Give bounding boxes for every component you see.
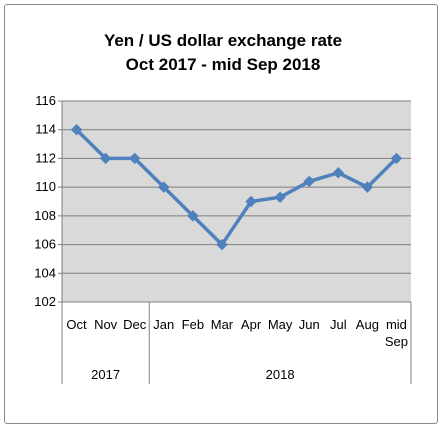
x-tick-label: Jun [299, 317, 320, 332]
data-point-marker [99, 152, 112, 165]
y-tick-label: 116 [35, 93, 56, 108]
x-tick-label: Feb [182, 317, 204, 332]
x-tick-label: Mar [211, 317, 234, 332]
series-line-group [70, 124, 403, 251]
chart-title: Yen / US dollar exchange rate [104, 31, 342, 50]
data-point-marker [274, 191, 286, 203]
data-point-marker [70, 124, 83, 136]
data-point-marker [158, 181, 170, 193]
data-point-marker [129, 152, 141, 165]
x-tick-label: Jan [153, 317, 174, 332]
x-tick-label: mid [386, 317, 407, 332]
data-point-marker [332, 167, 344, 179]
data-point-marker [390, 152, 403, 165]
year-group-label: 2017 [91, 367, 120, 382]
y-tick-label: 106 [34, 237, 56, 252]
data-point-marker [187, 210, 199, 222]
data-point-marker [303, 175, 315, 188]
y-tick-label: 110 [35, 179, 56, 194]
x-tick-label: Dec [123, 317, 147, 332]
x-tick-label: Oct [66, 317, 87, 332]
year-group-label: 2018 [266, 367, 295, 382]
x-tick-label: Sep [385, 334, 408, 349]
x-tick-label: May [268, 317, 293, 332]
y-tick-label: 102 [34, 294, 56, 309]
data-point-marker [361, 181, 374, 193]
x-tick-label: Nov [94, 317, 118, 332]
axes: 102 104 106 108 110 112 114 116 Oct Nov Dec Jan Feb M… [34, 93, 412, 384]
x-tick-label: Apr [241, 317, 262, 332]
y-tick-label: 104 [34, 265, 56, 280]
data-point-marker [216, 238, 228, 251]
y-tick-label: 114 [35, 122, 56, 137]
x-tick-label: Aug [356, 317, 379, 332]
chart-subtitle: Oct 2017 - mid Sep 2018 [126, 55, 321, 74]
y-tick-label: 112 [35, 150, 56, 165]
data-point-marker [245, 195, 257, 208]
y-tick-label: 108 [34, 208, 56, 223]
x-tick-label: Jul [330, 317, 347, 332]
plot-area [62, 101, 411, 302]
